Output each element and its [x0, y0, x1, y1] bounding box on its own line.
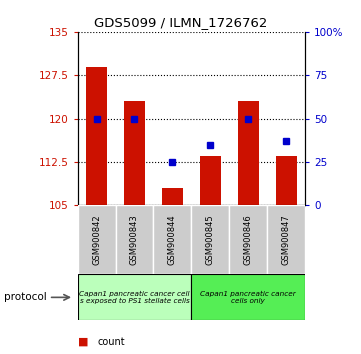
Text: GDS5099 / ILMN_1726762: GDS5099 / ILMN_1726762: [94, 16, 267, 29]
Text: GSM900847: GSM900847: [282, 215, 291, 265]
Bar: [116, 205, 153, 274]
Bar: [229, 205, 267, 274]
Bar: [124, 101, 145, 205]
Bar: [153, 205, 191, 274]
Bar: [200, 156, 221, 205]
Bar: [276, 156, 296, 205]
Bar: [267, 205, 305, 274]
Text: GSM900844: GSM900844: [168, 215, 177, 265]
Text: count: count: [97, 337, 125, 347]
Text: GSM900846: GSM900846: [244, 215, 253, 265]
Bar: [238, 101, 258, 205]
Text: GSM900842: GSM900842: [92, 215, 101, 265]
Text: Capan1 pancreatic cancer cell
s exposed to PS1 stellate cells: Capan1 pancreatic cancer cell s exposed …: [79, 291, 190, 304]
Text: GSM900845: GSM900845: [206, 215, 215, 265]
Bar: [162, 188, 183, 205]
Bar: [86, 67, 107, 205]
Bar: [191, 274, 305, 320]
Text: Capan1 pancreatic cancer
cells only: Capan1 pancreatic cancer cells only: [200, 291, 296, 304]
Text: protocol: protocol: [4, 292, 46, 302]
Bar: [78, 205, 116, 274]
Bar: [191, 205, 229, 274]
Text: GSM900843: GSM900843: [130, 215, 139, 265]
Bar: [78, 274, 191, 320]
Text: ■: ■: [78, 337, 92, 347]
